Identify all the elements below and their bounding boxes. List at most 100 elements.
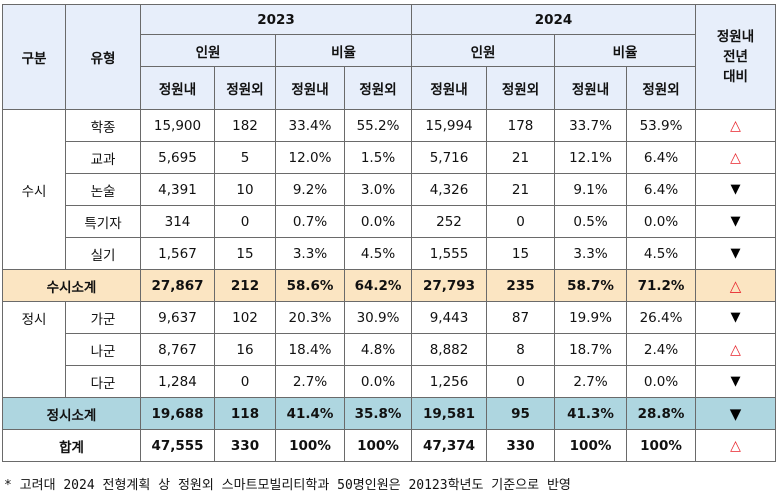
cell-2023-count-outside: 15 <box>214 237 276 270</box>
group-susi-label: 수시 <box>2 109 66 270</box>
cell-2024-count-inside: 27,793 <box>411 269 488 302</box>
header-2023-count-outside: 정원외 <box>214 66 276 110</box>
cell-2023-ratio-inside: 41.4% <box>275 397 345 430</box>
header-2023-ratio-outside: 정원외 <box>343 66 413 110</box>
subtotal-label: 수시소계 <box>2 269 141 302</box>
header-category: 구분 <box>2 4 66 110</box>
cell-2023-count-inside: 19,688 <box>140 397 215 430</box>
cell-2024-count-inside: 1,256 <box>411 365 488 398</box>
cell-2024-count-inside: 252 <box>411 205 488 238</box>
cell-2023-ratio-outside: 4.5% <box>343 237 413 270</box>
cell-2024-ratio-inside: 100% <box>554 429 628 462</box>
cell-2023-count-outside: 330 <box>214 429 276 462</box>
cell-2024-ratio-outside: 6.4% <box>626 173 697 206</box>
total-label: 합계 <box>2 429 141 462</box>
header-year-2024: 2024 <box>411 4 697 35</box>
cell-2023-count-outside: 0 <box>214 205 276 238</box>
cell-2023-count-outside: 5 <box>214 141 276 174</box>
group-jeongsi-spacer <box>2 333 66 366</box>
cell-2024-count-inside: 9,443 <box>411 301 488 334</box>
header-2024-ratio: 비율 <box>554 34 697 67</box>
cell-2023-ratio-outside: 55.2% <box>343 109 413 142</box>
cell-2024-count-inside: 4,326 <box>411 173 488 206</box>
group-jeongsi-label: 정시 <box>2 301 66 334</box>
decrease-triangle-icon: ▼ <box>695 173 777 206</box>
cell-2023-ratio-inside: 18.4% <box>275 333 345 366</box>
row-type: 교과 <box>65 141 141 174</box>
total-row: 합계 47,555 330 100% 100% 47,374 330 100% … <box>2 429 777 462</box>
cell-2023-ratio-inside: 2.7% <box>275 365 345 398</box>
cell-2024-count-inside: 8,882 <box>411 333 488 366</box>
row-type: 나군 <box>65 333 141 366</box>
row-type: 가군 <box>65 301 141 334</box>
cell-2024-ratio-inside: 19.9% <box>554 301 628 334</box>
cell-2023-count-outside: 10 <box>214 173 276 206</box>
cell-2024-ratio-outside: 28.8% <box>626 397 697 430</box>
cell-2024-count-inside: 47,374 <box>411 429 488 462</box>
cell-2024-ratio-outside: 0.0% <box>626 365 697 398</box>
header-2024-count-outside: 정원외 <box>486 66 556 110</box>
table-row: 특기자 314 0 0.7% 0.0% 252 0 0.5% 0.0% ▼ <box>3 205 777 238</box>
row-type: 실기 <box>65 237 141 270</box>
cell-2023-count-inside: 5,695 <box>140 141 215 174</box>
cell-2023-count-outside: 118 <box>214 397 276 430</box>
cell-2023-ratio-inside: 3.3% <box>275 237 345 270</box>
cell-2024-count-outside: 87 <box>486 301 556 334</box>
cell-2024-ratio-outside: 4.5% <box>626 237 697 270</box>
header-2024-ratio-inside: 정원내 <box>554 66 628 110</box>
table-row: 다군 1,284 0 2.7% 0.0% 1,256 0 2.7% 0.0% ▼ <box>2 365 777 398</box>
cell-2023-count-outside: 16 <box>214 333 276 366</box>
subtotal-label: 정시소계 <box>2 397 141 430</box>
cell-2023-ratio-outside: 0.0% <box>343 205 413 238</box>
cell-2024-ratio-outside: 0.0% <box>626 205 697 238</box>
cell-2024-count-outside: 21 <box>486 141 556 174</box>
cell-2024-count-outside: 0 <box>486 205 556 238</box>
cell-2023-ratio-inside: 33.4% <box>275 109 345 142</box>
decrease-triangle-icon: ▼ <box>695 397 777 430</box>
cell-2023-ratio-outside: 100% <box>343 429 413 462</box>
header-2024-headcount: 인원 <box>411 34 556 67</box>
cell-2023-count-inside: 27,867 <box>140 269 215 302</box>
cell-2023-count-inside: 314 <box>140 205 215 238</box>
header-2024-ratio-outside: 정원외 <box>626 66 697 110</box>
cell-2023-count-inside: 1,284 <box>140 365 215 398</box>
cell-2023-ratio-inside: 12.0% <box>275 141 345 174</box>
cell-2024-ratio-outside: 71.2% <box>626 269 697 302</box>
header-2023-ratio-inside: 정원내 <box>275 66 345 110</box>
subtotal-row-susi: 수시소계 27,867 212 58.6% 64.2% 27,793 235 5… <box>2 269 777 302</box>
cell-2024-ratio-inside: 41.3% <box>554 397 628 430</box>
header-type: 유형 <box>65 4 141 110</box>
cell-2024-ratio-outside: 100% <box>626 429 697 462</box>
row-type: 다군 <box>65 365 141 398</box>
cell-2024-ratio-outside: 6.4% <box>626 141 697 174</box>
cell-2023-ratio-outside: 4.8% <box>343 333 413 366</box>
cell-2023-count-outside: 182 <box>214 109 276 142</box>
cell-2024-ratio-outside: 2.4% <box>626 333 697 366</box>
cell-2023-ratio-inside: 20.3% <box>275 301 345 334</box>
header-2023-count-inside: 정원내 <box>140 66 215 110</box>
cell-2024-count-inside: 1,555 <box>411 237 488 270</box>
subtotal-row-jeongsi: 정시소계 19,688 118 41.4% 35.8% 19,581 95 41… <box>2 397 777 430</box>
header-2023-ratio: 비율 <box>274 34 413 67</box>
increase-triangle-icon: △ <box>695 333 777 366</box>
table-row: 수시 학종 15,900 182 33.4% 55.2% 15,994 178 … <box>2 109 777 270</box>
header-year-2023: 2023 <box>139 4 413 35</box>
increase-triangle-icon: △ <box>695 109 777 142</box>
cell-2023-ratio-outside: 35.8% <box>343 397 413 430</box>
cell-2024-ratio-inside: 9.1% <box>554 173 628 206</box>
header-2024-count-inside: 정원내 <box>411 66 488 110</box>
table-row: 교과 5,695 5 12.0% 1.5% 5,716 21 12.1% 6.4… <box>3 141 777 174</box>
table-row: 정시 가군 9,637 102 20.3% 30.9% 9,443 87 19.… <box>2 301 777 334</box>
cell-2024-count-outside: 235 <box>486 269 556 302</box>
cell-2024-ratio-inside: 3.3% <box>554 237 628 270</box>
cell-2023-count-inside: 4,391 <box>140 173 215 206</box>
cell-2023-ratio-inside: 0.7% <box>275 205 345 238</box>
cell-2023-ratio-outside: 30.9% <box>343 301 413 334</box>
cell-2024-ratio-outside: 53.9% <box>626 109 697 142</box>
cell-2023-count-outside: 0 <box>214 365 276 398</box>
decrease-triangle-icon: ▼ <box>695 237 777 270</box>
decrease-triangle-icon: ▼ <box>695 205 777 238</box>
cell-2024-count-outside: 15 <box>486 237 556 270</box>
row-type: 학종 <box>65 109 141 142</box>
cell-2023-ratio-inside: 9.2% <box>275 173 345 206</box>
